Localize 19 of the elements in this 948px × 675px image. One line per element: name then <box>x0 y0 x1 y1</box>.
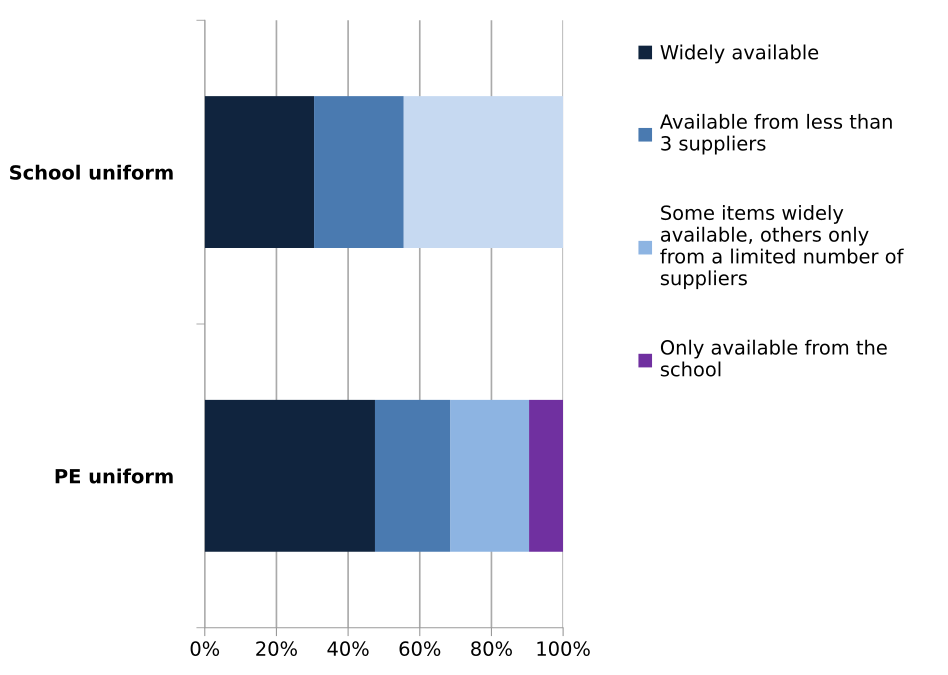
x-tick-label: 40% <box>327 641 369 656</box>
x-tick-label: 20% <box>256 641 297 656</box>
bar <box>404 96 564 248</box>
legend-label: Only available from the school <box>660 340 887 377</box>
x-tick-label: 0% <box>190 641 220 656</box>
legend-label: Available from less than 3 suppliers <box>660 114 892 154</box>
bar <box>204 96 314 248</box>
y-tick-label: School uniform <box>10 164 173 180</box>
bar <box>204 400 375 552</box>
legend-label: Widely available <box>660 44 818 64</box>
y-tick-label: PE uniform <box>56 468 173 484</box>
bar <box>374 400 450 552</box>
x-tick-label: 100% <box>537 641 590 656</box>
bar <box>314 96 404 248</box>
bar <box>450 400 530 552</box>
x-tick-label: 60% <box>400 641 440 656</box>
bar <box>529 400 564 552</box>
legend-label: Some items widely available, others only from a limited number of suppliers <box>660 205 904 290</box>
x-tick-label: 80% <box>471 641 512 656</box>
